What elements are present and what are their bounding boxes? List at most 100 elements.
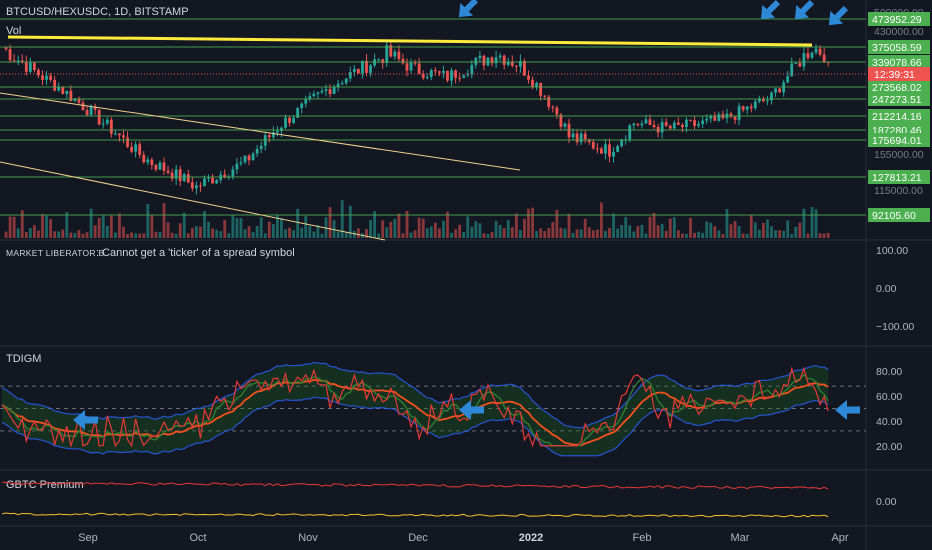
candle-body bbox=[316, 92, 320, 94]
candle-body bbox=[105, 119, 109, 124]
volume-bar bbox=[138, 233, 142, 238]
candle-body bbox=[369, 65, 372, 73]
volume-bar bbox=[482, 233, 486, 238]
candle-body bbox=[458, 77, 462, 79]
volume-bar bbox=[340, 200, 344, 238]
volume-bar bbox=[620, 225, 624, 238]
candle-body bbox=[608, 144, 611, 157]
arrow-shaft bbox=[765, 0, 781, 15]
price-level-label-bg bbox=[868, 54, 930, 69]
volume-bar bbox=[97, 218, 101, 238]
volume-bar bbox=[567, 213, 571, 238]
volume-bar bbox=[316, 225, 320, 238]
candle-body bbox=[693, 120, 696, 126]
volume-bar bbox=[527, 208, 530, 238]
volume-bar bbox=[697, 231, 700, 238]
volume-bar bbox=[822, 233, 826, 238]
candle-body bbox=[620, 139, 624, 147]
volume-bar bbox=[729, 224, 733, 238]
volume-bar bbox=[514, 213, 518, 238]
volume-bar bbox=[790, 233, 794, 238]
candle-body bbox=[397, 51, 401, 59]
candle-body bbox=[348, 72, 352, 79]
time-axis-label: 2022 bbox=[519, 532, 543, 544]
candle-body bbox=[806, 53, 810, 58]
candle-body bbox=[745, 106, 749, 110]
price-axis-tick: 155000.00 bbox=[874, 149, 924, 161]
candle-body bbox=[628, 125, 632, 140]
volume-bar bbox=[494, 221, 498, 238]
volume-bar bbox=[766, 219, 769, 238]
candle-body bbox=[328, 89, 332, 95]
candle-body bbox=[288, 117, 291, 123]
volume-bar bbox=[37, 230, 40, 238]
volume-bar bbox=[142, 233, 146, 238]
volume-bar bbox=[186, 233, 190, 238]
candle-body bbox=[762, 99, 765, 102]
volume-bar bbox=[134, 233, 138, 238]
tdigm-axis-tick: 20.00 bbox=[876, 441, 902, 453]
candle-body bbox=[389, 45, 393, 57]
volume-bar bbox=[219, 231, 223, 238]
candle-body bbox=[786, 76, 790, 83]
volume-bar bbox=[478, 223, 482, 238]
candle-body bbox=[591, 141, 595, 149]
volume-bar bbox=[535, 231, 538, 238]
current-price-label: 12:39:31 bbox=[874, 69, 915, 81]
volume-bar bbox=[693, 232, 696, 238]
candle-body bbox=[664, 122, 668, 126]
arrow-shaft bbox=[463, 0, 479, 13]
candle-body bbox=[709, 116, 713, 119]
volume-bar bbox=[336, 231, 340, 238]
volume-bar bbox=[470, 226, 474, 238]
candle-body bbox=[454, 70, 457, 78]
candle-body bbox=[757, 99, 761, 102]
volume-bar bbox=[45, 215, 48, 238]
volume-bar bbox=[130, 232, 133, 238]
candle-body bbox=[45, 75, 48, 80]
volume-bar bbox=[531, 207, 534, 238]
volume-bar bbox=[774, 230, 777, 238]
volume-bar bbox=[24, 232, 28, 238]
arrow-head bbox=[828, 10, 844, 26]
candle-body bbox=[154, 164, 158, 170]
arrow-shaft bbox=[84, 416, 98, 424]
candle-body bbox=[207, 177, 210, 179]
price-level-label-bg bbox=[868, 132, 930, 147]
volume-bar bbox=[122, 226, 125, 238]
candle-body bbox=[199, 185, 202, 187]
volume-label: Vol bbox=[6, 25, 21, 37]
volume-bar bbox=[818, 233, 822, 238]
volume-bar bbox=[288, 227, 291, 238]
volume-bar bbox=[203, 211, 206, 238]
candle-body bbox=[705, 118, 709, 121]
volume-bar bbox=[81, 233, 85, 238]
candle-body bbox=[85, 110, 89, 115]
volume-bar bbox=[802, 208, 806, 238]
volume-bar bbox=[421, 218, 425, 238]
candle-body bbox=[433, 70, 437, 72]
candle-body bbox=[818, 48, 822, 55]
volume-bar bbox=[656, 225, 660, 238]
price-level-label-bg bbox=[868, 91, 930, 106]
volume-bar bbox=[753, 222, 757, 238]
volume-bar bbox=[595, 229, 599, 238]
volume-bar bbox=[178, 223, 182, 238]
volume-bar bbox=[794, 226, 798, 238]
volume-bar bbox=[352, 230, 356, 238]
volume-bar bbox=[357, 228, 360, 238]
volume-bar bbox=[263, 233, 267, 238]
volume-bar bbox=[397, 213, 401, 238]
volume-bar bbox=[571, 232, 575, 238]
gbtc-axis-tick: 0.00 bbox=[876, 496, 897, 508]
candle-body bbox=[753, 101, 757, 109]
candle-body bbox=[421, 73, 425, 79]
candle-body bbox=[652, 124, 656, 128]
candle-body bbox=[774, 88, 777, 93]
candle-body bbox=[604, 144, 607, 154]
candle-body bbox=[676, 122, 680, 125]
volume-bar bbox=[672, 217, 676, 238]
volume-bar bbox=[474, 221, 478, 238]
volume-bar bbox=[105, 225, 109, 238]
